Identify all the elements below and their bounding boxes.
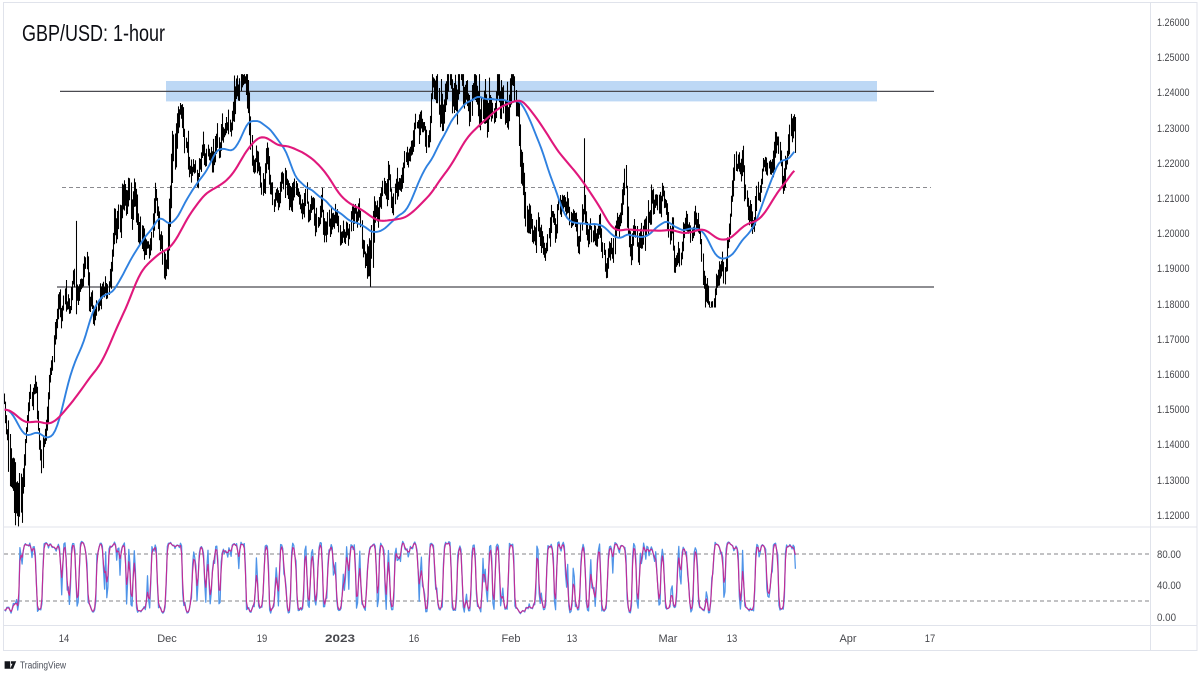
svg-text:1.22000: 1.22000 (1157, 158, 1190, 170)
svg-text:1.18000: 1.18000 (1157, 299, 1190, 311)
svg-text:1.21000: 1.21000 (1157, 193, 1190, 205)
svg-text:1.25000: 1.25000 (1157, 52, 1190, 64)
svg-text:2023: 2023 (325, 633, 355, 645)
svg-text:1.15000: 1.15000 (1157, 404, 1190, 416)
svg-text:14: 14 (59, 633, 70, 645)
svg-text:40.00: 40.00 (1157, 580, 1181, 592)
svg-text:1.17000: 1.17000 (1157, 334, 1190, 346)
svg-text:16: 16 (409, 633, 420, 645)
svg-text:19: 19 (257, 633, 268, 645)
svg-text:1.14000: 1.14000 (1157, 439, 1190, 451)
svg-text:1.20000: 1.20000 (1157, 228, 1190, 240)
svg-text:1.13000: 1.13000 (1157, 475, 1190, 487)
svg-text:1.23000: 1.23000 (1157, 123, 1190, 135)
svg-text:Mar: Mar (659, 633, 678, 645)
svg-text:1.12000: 1.12000 (1157, 510, 1190, 522)
svg-text:Dec: Dec (157, 633, 177, 645)
svg-text:1.26000: 1.26000 (1157, 17, 1190, 29)
svg-text:0.00: 0.00 (1157, 612, 1176, 624)
svg-text:1.19000: 1.19000 (1157, 263, 1190, 275)
svg-text:17: 17 (925, 633, 936, 645)
svg-text:1.16000: 1.16000 (1157, 369, 1190, 381)
svg-text:13: 13 (727, 633, 738, 645)
svg-text:Apr: Apr (839, 633, 856, 645)
svg-text:GBP/USD: 1-hour: GBP/USD: 1-hour (22, 20, 165, 46)
svg-text:1.24000: 1.24000 (1157, 87, 1190, 99)
svg-text:13: 13 (567, 633, 578, 645)
svg-text:Feb: Feb (502, 633, 521, 645)
svg-text:TradingView: TradingView (20, 660, 66, 672)
svg-text:80.00: 80.00 (1157, 549, 1181, 561)
